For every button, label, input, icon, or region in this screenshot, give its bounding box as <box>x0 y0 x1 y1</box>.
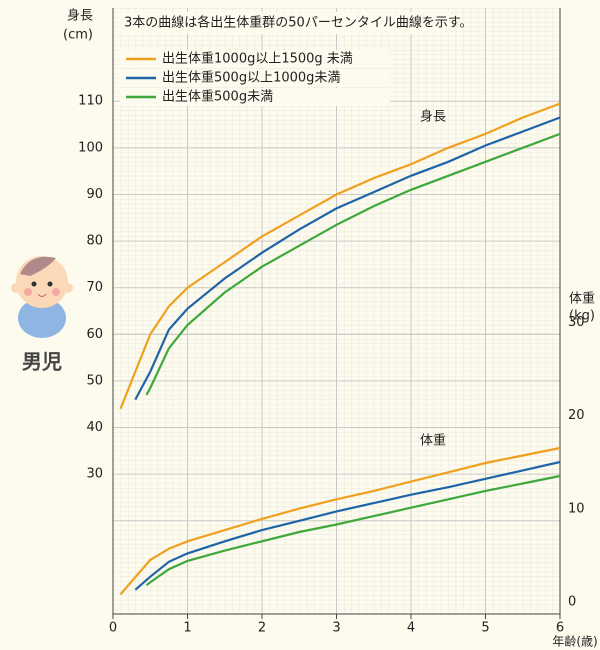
y2-tick-label: 20 <box>568 408 585 423</box>
y-tick-label: 50 <box>86 373 103 388</box>
y-label: 身長 <box>67 8 93 24</box>
weight-curve-label: 体重 <box>420 433 446 449</box>
y-tick-label: 60 <box>86 327 103 342</box>
legend-label: 出生体重1000g以上1500g 未満 <box>162 51 353 67</box>
y2-label: 体重 <box>569 291 595 307</box>
y-tick-label: 80 <box>86 234 103 249</box>
y-tick-label: 110 <box>78 94 103 109</box>
legend-label: 出生体重500g以上1000g未満 <box>162 70 340 86</box>
y-tick-label: 30 <box>86 467 103 482</box>
x-tick-label: 2 <box>258 621 266 636</box>
y-tick-label: 70 <box>86 280 103 295</box>
y2-tick-label: 10 <box>568 501 585 516</box>
note: 3本の曲線は各出生体重群の50パーセンタイル曲線を示す。 <box>124 15 473 31</box>
y-unit: (cm) <box>63 28 93 43</box>
sex-label: 男児 <box>22 350 62 374</box>
x-label: 年齢(歳) <box>552 634 597 649</box>
x-tick-label: 5 <box>481 621 489 636</box>
legend-label: 出生体重500g未満 <box>162 89 273 105</box>
y-tick-label: 100 <box>78 140 103 155</box>
x-tick-label: 6 <box>556 621 564 636</box>
chart: 身長 (cm) 体重 (kg) 年齢(歳) 3本の曲線は各出生体重群の50パーセ… <box>0 0 600 650</box>
y2-tick-label: 30 <box>568 315 585 330</box>
x-tick-label: 1 <box>183 621 191 636</box>
x-tick-label: 4 <box>407 621 415 636</box>
x-tick-label: 3 <box>332 621 340 636</box>
height-curve-label: 身長 <box>420 109 446 125</box>
y-tick-label: 40 <box>86 420 103 435</box>
x-tick-label: 0 <box>109 621 117 636</box>
y-tick-label: 90 <box>86 187 103 202</box>
y2-tick-label: 0 <box>568 595 576 610</box>
